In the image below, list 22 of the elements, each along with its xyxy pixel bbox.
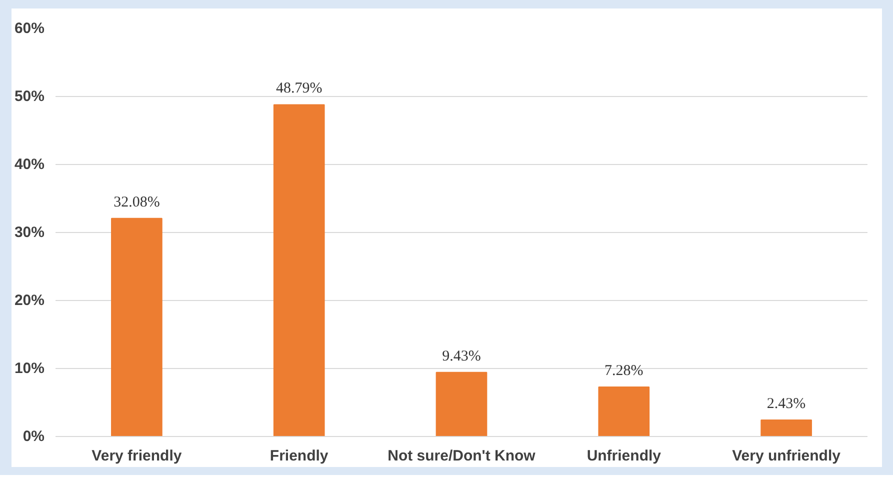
bar	[436, 372, 488, 436]
y-tick-label: 40%	[14, 156, 45, 173]
y-tick-label: 30%	[14, 224, 45, 241]
y-tick-label: 60%	[14, 20, 45, 37]
y-tick-label: 50%	[14, 88, 45, 105]
x-tick-label: Not sure/Don't Know	[388, 448, 536, 464]
bar	[273, 104, 325, 436]
x-tick-label: Unfriendly	[586, 448, 662, 464]
bar	[111, 218, 162, 436]
x-tick-label: Very unfriendly	[732, 448, 842, 464]
bar	[760, 419, 812, 436]
data-label: 9.43%	[442, 348, 481, 364]
data-label: 2.43%	[766, 396, 806, 412]
y-tick-label: 10%	[14, 360, 45, 377]
y-tick-label: 20%	[14, 292, 45, 309]
x-tick-label: Very friendly	[92, 448, 182, 464]
y-tick-label: 0%	[22, 428, 45, 445]
data-label: 32.08%	[114, 194, 160, 210]
data-label: 48.79%	[276, 80, 322, 97]
data-label: 7.28%	[604, 362, 644, 379]
x-tick-label: Friendly	[270, 448, 329, 464]
bar	[598, 386, 650, 436]
